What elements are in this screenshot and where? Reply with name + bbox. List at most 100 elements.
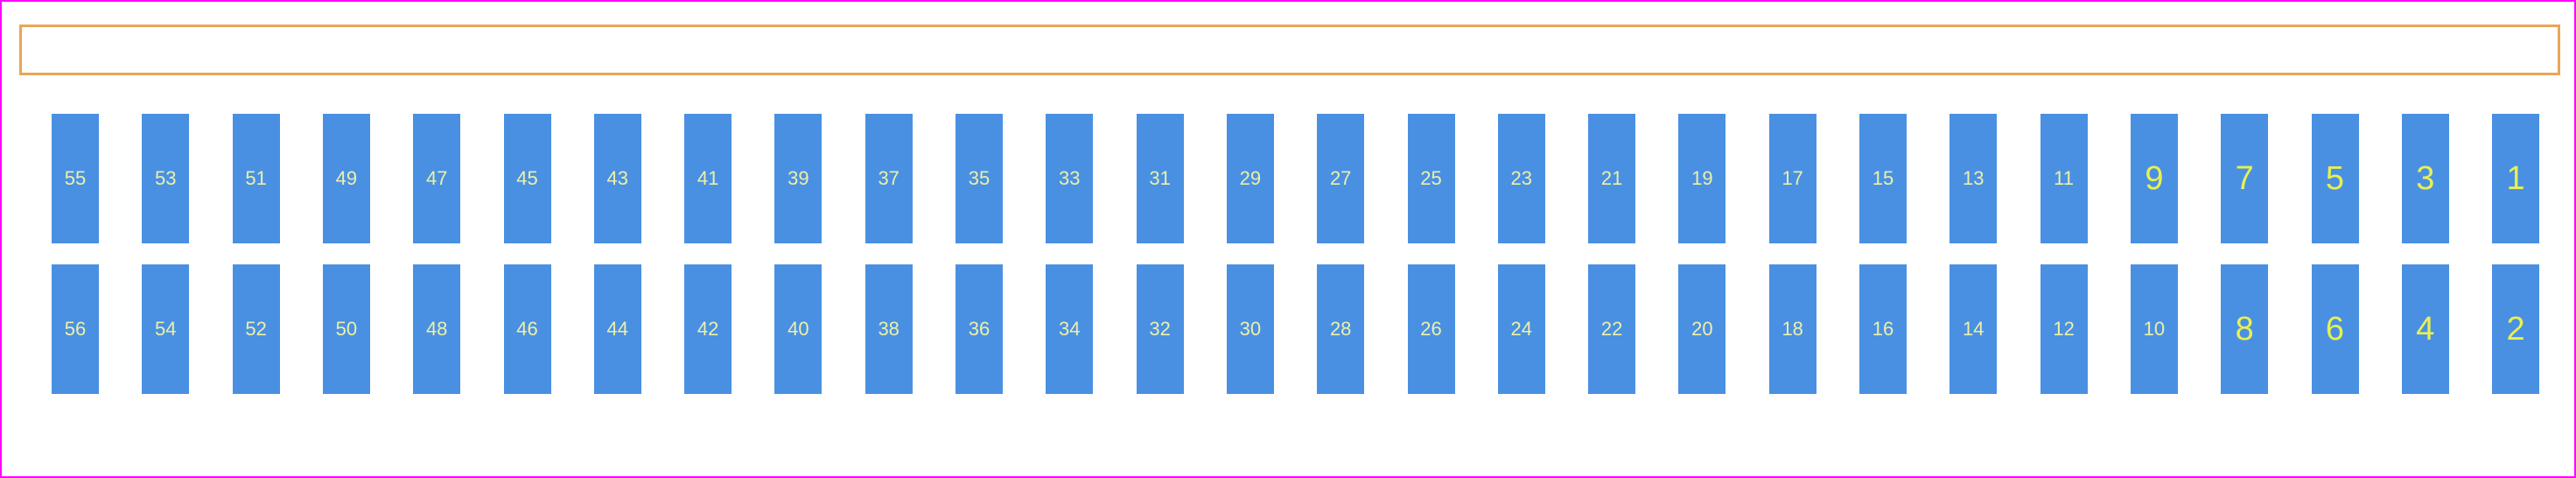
pad-2: 2 <box>2492 264 2539 394</box>
pad-42: 42 <box>684 264 732 394</box>
pad-label: 18 <box>1782 318 1802 341</box>
pad-4: 4 <box>2402 264 2449 394</box>
pad-11: 11 <box>2040 114 2088 243</box>
pad-label: 26 <box>1420 318 1441 341</box>
pad-47: 47 <box>413 114 460 243</box>
pad-label: 34 <box>1059 318 1080 341</box>
pad-label: 1 <box>2507 160 2525 198</box>
pad-24: 24 <box>1498 264 1545 394</box>
pad-7: 7 <box>2221 114 2268 243</box>
pad-23: 23 <box>1498 114 1545 243</box>
pad-9: 9 <box>2131 114 2178 243</box>
pad-label: 50 <box>336 318 357 341</box>
pad-39: 39 <box>774 114 822 243</box>
pad-label: 52 <box>245 318 266 341</box>
pad-label: 42 <box>697 318 718 341</box>
pad-54: 54 <box>142 264 189 394</box>
pad-label: 13 <box>1963 167 1984 190</box>
pad-label: 35 <box>969 167 990 190</box>
pad-40: 40 <box>774 264 822 394</box>
pad-label: 38 <box>878 318 899 341</box>
pad-label: 2 <box>2507 311 2525 348</box>
pad-label: 5 <box>2326 160 2344 198</box>
pad-label: 9 <box>2145 160 2163 198</box>
pad-label: 15 <box>1872 167 1894 190</box>
pad-27: 27 <box>1317 114 1364 243</box>
pad-56: 56 <box>52 264 99 394</box>
pad-label: 24 <box>1511 318 1532 341</box>
pad-30: 30 <box>1227 264 1274 394</box>
pcb-footprint-frame: 5553514947454341393735333129272523211917… <box>0 0 2576 478</box>
pad-19: 19 <box>1678 114 1726 243</box>
pad-label: 12 <box>2053 318 2074 341</box>
connector-body-bar <box>19 25 2560 75</box>
pad-label: 7 <box>2236 160 2254 198</box>
pad-3: 3 <box>2402 114 2449 243</box>
pad-46: 46 <box>504 264 551 394</box>
pad-label: 6 <box>2326 311 2344 348</box>
pad-15: 15 <box>1859 114 1907 243</box>
pad-label: 28 <box>1330 318 1351 341</box>
pad-43: 43 <box>594 114 641 243</box>
pad-label: 23 <box>1511 167 1532 190</box>
pad-22: 22 <box>1588 264 1635 394</box>
pad-6: 6 <box>2312 264 2359 394</box>
pad-label: 14 <box>1963 318 1984 341</box>
pad-label: 10 <box>2144 318 2165 341</box>
pad-38: 38 <box>865 264 913 394</box>
pad-34: 34 <box>1046 264 1093 394</box>
pad-label: 16 <box>1872 318 1894 341</box>
pad-26: 26 <box>1408 264 1455 394</box>
pad-label: 30 <box>1240 318 1261 341</box>
pad-31: 31 <box>1137 114 1184 243</box>
pad-20: 20 <box>1678 264 1726 394</box>
pad-label: 36 <box>969 318 990 341</box>
pad-label: 29 <box>1240 167 1261 190</box>
pad-label: 43 <box>607 167 628 190</box>
pad-28: 28 <box>1317 264 1364 394</box>
pad-1: 1 <box>2492 114 2539 243</box>
pad-5: 5 <box>2312 114 2359 243</box>
pad-41: 41 <box>684 114 732 243</box>
pad-label: 53 <box>155 167 176 190</box>
pad-label: 54 <box>155 318 176 341</box>
pad-label: 8 <box>2236 311 2254 348</box>
pad-12: 12 <box>2040 264 2088 394</box>
pad-50: 50 <box>323 264 370 394</box>
pad-53: 53 <box>142 114 189 243</box>
pad-label: 27 <box>1330 167 1351 190</box>
pad-18: 18 <box>1769 264 1816 394</box>
pad-label: 17 <box>1782 167 1802 190</box>
pad-label: 11 <box>2054 167 2074 190</box>
pad-label: 49 <box>336 167 357 190</box>
pad-32: 32 <box>1137 264 1184 394</box>
pad-45: 45 <box>504 114 551 243</box>
pad-label: 41 <box>697 167 718 190</box>
pad-label: 46 <box>516 318 537 341</box>
pad-36: 36 <box>956 264 1003 394</box>
pad-25: 25 <box>1408 114 1455 243</box>
pad-label: 25 <box>1420 167 1441 190</box>
pad-17: 17 <box>1769 114 1816 243</box>
pad-label: 37 <box>878 167 899 190</box>
pad-label: 22 <box>1601 318 1622 341</box>
pad-label: 19 <box>1691 167 1712 190</box>
pad-35: 35 <box>956 114 1003 243</box>
pad-label: 3 <box>2416 160 2434 198</box>
pad-44: 44 <box>594 264 641 394</box>
pad-label: 56 <box>65 318 86 341</box>
pad-51: 51 <box>233 114 280 243</box>
pad-label: 51 <box>245 167 266 190</box>
pad-label: 48 <box>426 318 447 341</box>
pad-8: 8 <box>2221 264 2268 394</box>
pad-label: 4 <box>2416 311 2434 348</box>
pad-label: 45 <box>516 167 537 190</box>
pad-33: 33 <box>1046 114 1093 243</box>
pad-label: 20 <box>1691 318 1712 341</box>
pad-21: 21 <box>1588 114 1635 243</box>
pad-49: 49 <box>323 114 370 243</box>
pad-13: 13 <box>1950 114 1997 243</box>
pad-10: 10 <box>2131 264 2178 394</box>
pad-label: 40 <box>788 318 808 341</box>
pad-48: 48 <box>413 264 460 394</box>
